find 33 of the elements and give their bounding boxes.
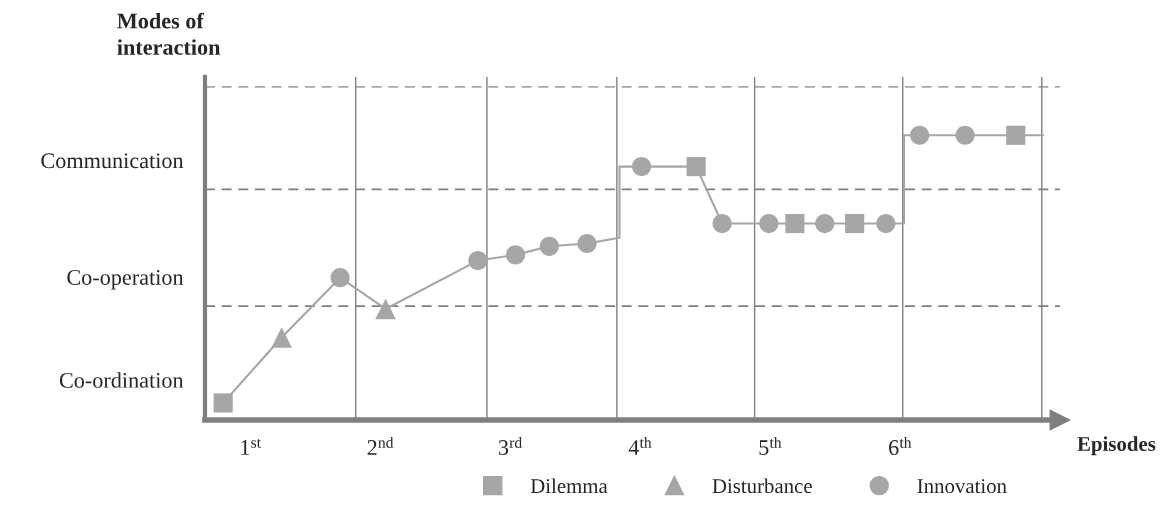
point	[845, 213, 865, 234]
x-axis-title: Episodes	[1077, 436, 1156, 456]
point	[955, 125, 975, 145]
x-tick-label: 5$^{th}$	[759, 436, 782, 456]
point	[759, 213, 779, 234]
x-tick-label: 6$^{th}$	[889, 436, 912, 456]
point	[815, 213, 835, 234]
legend-label: Disturbance	[712, 478, 812, 494]
point	[330, 268, 350, 288]
legend-label: Innovation	[917, 479, 1007, 494]
point	[505, 245, 526, 265]
point	[271, 327, 292, 348]
point	[785, 213, 805, 234]
point	[632, 157, 652, 177]
x-tick-label: 2$^{nd}$	[367, 436, 394, 455]
legend-label: Dilemma	[530, 478, 608, 494]
point	[910, 125, 930, 145]
text: Communication	[41, 153, 184, 169]
x-tick-label: 3$^{rd}$	[498, 436, 522, 456]
point	[1006, 125, 1026, 145]
point	[213, 393, 233, 413]
point	[577, 233, 597, 254]
point	[539, 236, 559, 256]
point	[712, 213, 732, 234]
point	[468, 251, 488, 271]
y-axis-title: Modes of interaction	[117, 12, 221, 55]
point	[876, 213, 896, 234]
point	[686, 157, 706, 177]
text: Co-ordination	[59, 372, 184, 388]
point	[375, 298, 396, 320]
x-tick-label: 1$^{st}$	[241, 438, 261, 455]
x-tick-label: 4$^{th}$	[628, 436, 652, 455]
text: Co-operation	[67, 269, 184, 290]
